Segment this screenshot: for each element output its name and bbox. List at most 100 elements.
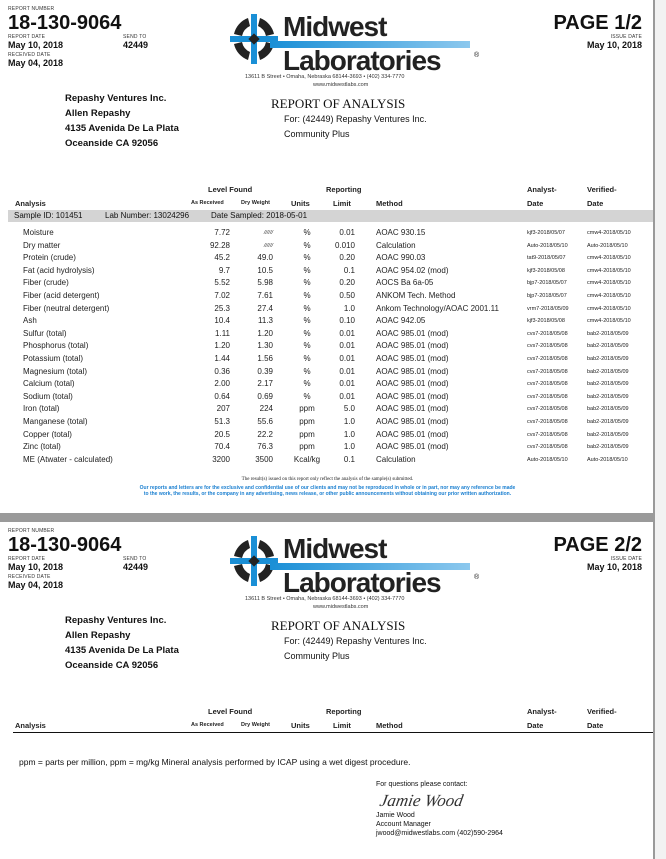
analysis-name: Fat (acid hydrolysis): [23, 265, 95, 275]
verified-date-value: Auto-2018/05/10: [587, 242, 628, 249]
midwest-logo-crosshair-icon: [230, 14, 278, 64]
method-value: AOAC 985.01 (mod): [376, 366, 449, 376]
table-row: Fiber (neutral detergent) 25.3 27.4% 1.0 Ank…: [0, 304, 655, 316]
customer-address: Repashy Ventures Inc. Allen Repashy 4135…: [65, 91, 179, 151]
method-value: AOCS Ba 6a-05: [376, 278, 434, 288]
table-row: Moisture 7.72 //////% 0.01 AOAC 930.15 kjf3-2…: [0, 228, 655, 240]
units-value: %: [303, 341, 311, 351]
method-value: AOAC 985.01 (mod): [376, 391, 449, 401]
analysis-name: Moisture: [23, 228, 54, 237]
contact-title: Account Manager: [376, 821, 431, 828]
product-name: Community Plus: [284, 651, 350, 661]
analysis-name: Ash: [23, 316, 37, 326]
scrollbar[interactable]: [653, 0, 666, 859]
signature: Jamie Wood: [378, 791, 465, 810]
analysis-name: Calcium (total): [23, 379, 75, 389]
logo-midwest: Midwest: [283, 11, 387, 42]
analyst-date-value: kjf3-2018/05/08: [527, 318, 565, 325]
col-method: Method: [376, 721, 403, 730]
col-analysis: Analysis: [15, 199, 46, 208]
reporting-limit-value: 0.01: [339, 379, 355, 389]
method-value: AOAC 990.03: [376, 253, 426, 263]
verified-date-value: cmw4-2018/05/10: [587, 230, 631, 236]
units-value: ppm: [299, 429, 315, 439]
customer-line: Allen Repashy: [65, 108, 131, 119]
send-to-label: SEND TO: [123, 34, 147, 40]
method-value: AOAC 930.15: [376, 228, 426, 237]
reporting-limit-value: 0.10: [339, 316, 355, 326]
for-line: For: (42449) Repashy Ventures Inc.: [284, 114, 427, 124]
dry-weight-value: 49.0: [257, 253, 273, 263]
as-received-value: 1.44: [214, 354, 230, 363]
lab-website[interactable]: www.midwestlabs.com: [313, 82, 369, 88]
reporting-limit-value: 0.1: [343, 265, 355, 275]
verified-date-value: bab2-2018/05/09: [587, 368, 629, 375]
table-row: Protein (crude) 45.2 49.0% 0.20 AOAC 990.03 t…: [0, 253, 655, 265]
units-value: ppm: [299, 417, 315, 426]
report-number: 18-130-9064: [8, 534, 122, 556]
report-page-2: REPORT NUMBER 18-130-9064 REPORT DATE Ma…: [0, 522, 655, 859]
method-value: AOAC 985.01 (mod): [376, 328, 449, 338]
reporting-limit-value: 0.01: [339, 391, 355, 401]
customer-line: Repashy Ventures Inc.: [65, 615, 167, 626]
issue-date-label: ISSUE DATE: [610, 34, 642, 40]
verified-date-value: bab2-2018/05/09: [587, 419, 629, 425]
dry-weight-value: 27.4: [257, 303, 273, 313]
dry-weight-value: 55.6: [257, 417, 273, 426]
table-row: Fiber (crude) 5.52 5.98% 0.20 AOCS Ba 6a-05 b…: [0, 278, 655, 290]
analysis-name: Protein (crude): [23, 253, 76, 263]
dry-weight-value: //////: [263, 242, 273, 249]
col-as-received: As Received: [191, 200, 224, 206]
col-verified: Verified-: [587, 185, 617, 194]
col-analyst: Analyst-: [527, 707, 557, 716]
logo-midwest: Midwest: [283, 533, 387, 564]
page-number: PAGE 1/2: [553, 12, 642, 34]
dry-weight-value: 1.20: [257, 328, 273, 338]
units-value: %: [303, 328, 311, 338]
reporting-limit-value: 0.01: [339, 354, 355, 363]
col-reporting: Reporting: [326, 185, 362, 194]
verified-date-value: bab2-2018/05/09: [587, 406, 629, 413]
col-units: Units: [291, 199, 310, 208]
logo-blue-bar: [270, 563, 470, 570]
reporting-limit-value: 0.01: [339, 341, 355, 351]
col-dry-weight: Dry Weight: [241, 200, 270, 206]
units-value: %: [303, 278, 311, 288]
method-value: Calculation: [376, 454, 416, 464]
contact-info[interactable]: jwood@midwestlabs.com (402)590-2964: [376, 830, 503, 837]
analysis-name: ME (Atwater - calculated): [23, 454, 113, 464]
analysis-name: Fiber (neutral detergent): [23, 303, 110, 313]
analyst-date-value: cvs7-2018/05/08: [527, 356, 568, 362]
reporting-limit-value: 1.0: [343, 442, 355, 452]
as-received-value: 10.4: [214, 316, 230, 326]
dry-weight-value: 0.39: [257, 366, 273, 376]
report-date: May 10, 2018: [8, 562, 64, 572]
sample-id: Sample ID: 101451: [14, 211, 83, 220]
lab-website[interactable]: www.midwestlabs.com: [313, 604, 369, 610]
method-value: AOAC 985.01 (mod): [376, 417, 449, 426]
analysis-name: Potassium (total): [23, 354, 84, 363]
customer-line: 4135 Avenida De La Plata: [65, 645, 179, 656]
analyst-date-value: bjp7-2018/05/07: [527, 293, 567, 299]
reporting-limit-value: 1.0: [343, 417, 355, 426]
method-value: AOAC 954.02 (mod): [376, 265, 449, 275]
product-name: Community Plus: [284, 129, 350, 139]
method-value: AOAC 985.01 (mod): [376, 429, 449, 439]
col-analyst-date: Date: [527, 721, 544, 730]
analyst-date-value: vrm7-2018/05/09: [527, 305, 569, 312]
table-row: Iron (total) 207 224 ppm 5.0 AOAC 985.01 (mod…: [0, 404, 655, 416]
analyst-date-value: cvs7-2018/05/08: [527, 393, 568, 400]
midwest-logo-crosshair-icon: [230, 536, 278, 586]
col-reporting: Reporting: [326, 707, 362, 716]
analysis-name: Copper (total): [23, 429, 72, 439]
verified-date-value: bab2-2018/05/09: [587, 381, 629, 388]
reporting-limit-value: 0.01: [339, 228, 355, 237]
method-value: Calculation: [376, 240, 416, 250]
as-received-value: 3200: [212, 454, 230, 464]
as-received-value: 9.7: [218, 265, 230, 275]
col-verified-date: Date: [587, 199, 604, 208]
table-row: Sodium (total) 0.64 0.69% 0.01 AOAC 985.01 (…: [0, 392, 655, 404]
as-received-value: 25.3: [214, 303, 230, 313]
method-value: ANKOM Tech. Method: [376, 291, 456, 300]
verified-date-value: cmw4-2018/05/10: [587, 255, 631, 262]
